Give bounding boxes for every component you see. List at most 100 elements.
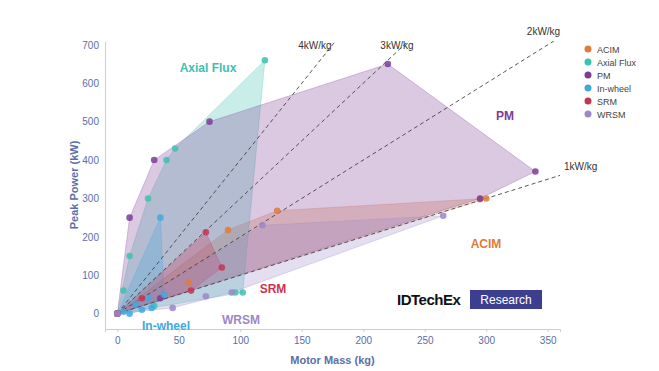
tick-mark: [486, 329, 487, 332]
data-point: [532, 168, 539, 175]
data-point: [114, 310, 121, 317]
tick: 100: [82, 270, 105, 281]
tick: 150: [294, 329, 311, 346]
data-point: [477, 196, 484, 203]
region-label: SRM: [260, 282, 287, 296]
reference-line: [117, 168, 560, 313]
tick-label: 500: [82, 116, 99, 127]
watermark-box: [470, 290, 542, 309]
tick: 700: [82, 40, 105, 51]
tick-mark: [117, 329, 118, 332]
data-point: [163, 157, 170, 164]
tick-label: 300: [478, 335, 495, 346]
tick: 0: [115, 329, 121, 346]
data-point: [145, 195, 152, 202]
reference-line: [117, 41, 560, 314]
data-point: [114, 310, 121, 317]
tick-mark: [425, 329, 426, 332]
legend: ACIMAxial FluxPMIn-wheelSRMWRSM: [585, 45, 637, 120]
data-point: [148, 305, 155, 312]
tick: 400: [82, 155, 105, 166]
legend-label: Axial Flux: [597, 58, 637, 68]
data-point: [172, 145, 179, 152]
data-point: [203, 293, 210, 300]
tick-label: 600: [82, 78, 99, 89]
data-point: [385, 61, 392, 68]
reference-label: 3kW/kg: [380, 40, 413, 51]
tick-label: 300: [82, 193, 99, 204]
data-point: [120, 287, 127, 294]
data-point: [188, 287, 195, 294]
data-point: [483, 195, 490, 202]
tick: 200: [355, 329, 372, 346]
tick-mark: [548, 329, 549, 332]
data-point: [126, 214, 133, 221]
legend-label: WRSM: [597, 110, 626, 120]
tick-mark: [363, 329, 364, 332]
reference-label: 4kW/kg: [298, 40, 331, 51]
tick-label: 100: [232, 335, 249, 346]
data-point: [239, 289, 246, 296]
tick-label: 200: [82, 232, 99, 243]
tick: 300: [478, 329, 495, 346]
tick-label: 250: [417, 335, 434, 346]
axis-line: [105, 42, 106, 330]
data-point: [132, 301, 139, 308]
data-point: [114, 310, 121, 317]
region-hull: [117, 216, 443, 314]
data-point: [185, 280, 192, 287]
data-point: [219, 264, 226, 271]
legend-marker: [585, 46, 592, 53]
legend-label: PM: [597, 71, 611, 81]
legend-marker: [585, 59, 592, 66]
watermark-text: Research: [480, 293, 531, 307]
tick-label: 400: [82, 155, 99, 166]
tick-label: 150: [294, 335, 311, 346]
data-point: [274, 207, 281, 214]
data-point: [126, 310, 133, 317]
tick-label: 100: [82, 270, 99, 281]
data-point: [114, 310, 121, 317]
data-point: [126, 253, 133, 260]
data-point: [262, 57, 269, 64]
legend-marker: [585, 98, 592, 105]
tick-label: 0: [115, 335, 121, 346]
data-point: [157, 214, 164, 221]
data-point: [440, 212, 447, 219]
tick-mark: [240, 329, 241, 332]
data-point: [161, 291, 168, 298]
y-axis-title: Peak Power (kW): [68, 140, 80, 229]
data-point: [259, 222, 266, 229]
data-point: [169, 305, 176, 312]
watermark-text: IDTechEx: [397, 291, 461, 308]
legend-label: ACIM: [597, 45, 620, 55]
data-point: [139, 307, 146, 314]
legend-label: In-wheel: [597, 84, 631, 94]
region-label: PM: [496, 109, 514, 123]
region-label: ACIM: [471, 237, 502, 251]
plot-area: [114, 41, 560, 317]
tick: 250: [417, 329, 434, 346]
region-hull: [117, 64, 535, 314]
data-point: [151, 157, 158, 164]
reference-label: 1kW/kg: [564, 161, 597, 172]
tick-label: 0: [93, 308, 99, 319]
data-point: [120, 308, 127, 315]
reference-label: 2kW/kg: [527, 26, 560, 37]
data-point: [225, 227, 232, 234]
x-axis-title: Motor Mass (kg): [290, 354, 375, 366]
tick: 500: [82, 116, 105, 127]
region-label: Axial Flux: [180, 61, 237, 75]
data-point: [145, 295, 152, 302]
reference-line: [117, 41, 560, 314]
reference-line: [117, 41, 560, 314]
data-point: [203, 229, 210, 236]
region-label: WRSM: [222, 313, 260, 327]
y-axis: 0 100 200 300 400 500 600 700: [82, 40, 105, 330]
tick: 200: [82, 232, 105, 243]
tick-label: 700: [82, 40, 99, 51]
tick-label: 200: [355, 335, 372, 346]
tick: 600: [82, 78, 105, 89]
tick-label: 50: [174, 335, 186, 346]
data-point: [477, 195, 484, 202]
